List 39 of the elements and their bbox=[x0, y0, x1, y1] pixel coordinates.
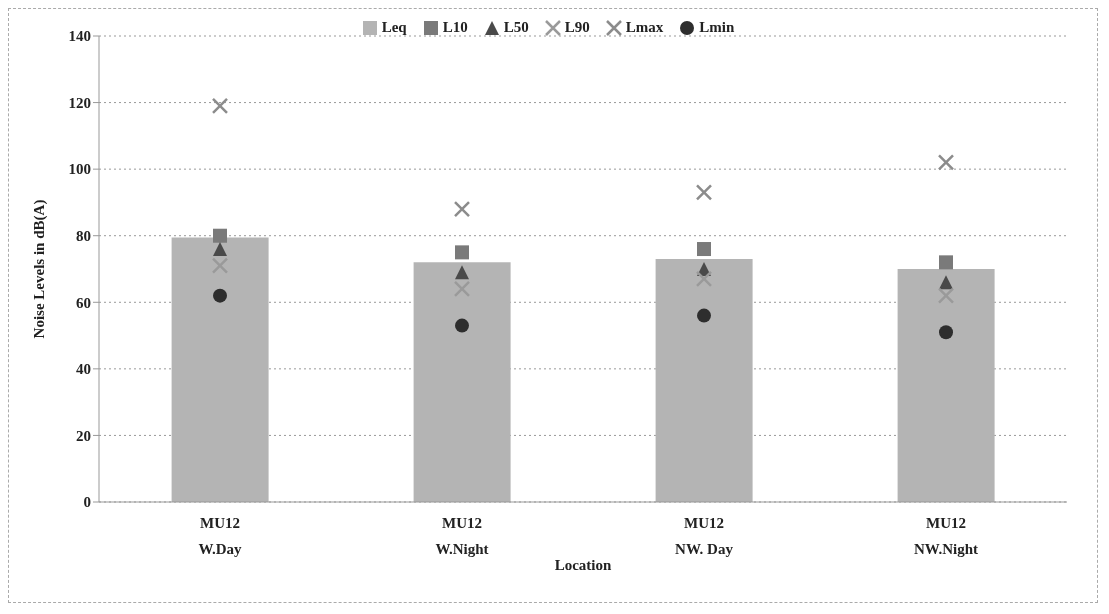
point bbox=[695, 270, 713, 288]
point bbox=[697, 242, 711, 257]
point bbox=[211, 97, 229, 115]
point bbox=[455, 318, 469, 333]
y-axis-title: Noise Levels in dB(A) bbox=[31, 199, 49, 339]
y-tick-label: 100 bbox=[68, 161, 91, 178]
point bbox=[455, 245, 469, 260]
y-tick-label: 20 bbox=[76, 427, 91, 444]
point bbox=[939, 325, 953, 340]
point bbox=[213, 228, 227, 243]
point bbox=[939, 275, 953, 290]
point bbox=[213, 242, 227, 257]
y-tick-label: 140 bbox=[68, 28, 91, 45]
x-axis-title: Location bbox=[554, 557, 612, 573]
y-tick-label: 120 bbox=[68, 94, 91, 111]
x-tick-label: MU12 NW.Night bbox=[913, 515, 979, 557]
point bbox=[695, 184, 713, 201]
y-tick-label: 0 bbox=[83, 494, 91, 511]
point bbox=[211, 257, 229, 274]
point bbox=[939, 255, 953, 270]
point bbox=[455, 265, 469, 280]
legend-label: L90 bbox=[564, 19, 590, 36]
point bbox=[697, 308, 711, 323]
point bbox=[937, 287, 955, 304]
point bbox=[453, 280, 471, 298]
x-tick-label: MU12 W.Night bbox=[435, 515, 489, 557]
legend-label: Lmin bbox=[699, 19, 735, 36]
legend-label: Lmax bbox=[625, 19, 664, 36]
y-tick-label: 60 bbox=[76, 294, 91, 311]
x-tick-label: MU12 W.Day bbox=[198, 515, 243, 557]
point bbox=[937, 154, 955, 171]
y-tick-label: 40 bbox=[76, 361, 91, 378]
legend-label: L50 bbox=[503, 19, 529, 36]
legend-label: Leq bbox=[381, 19, 407, 36]
point bbox=[213, 288, 227, 303]
point bbox=[453, 200, 471, 218]
x-tick-label: MU12 NW. Day bbox=[675, 515, 734, 557]
y-tick-label: 80 bbox=[76, 228, 91, 245]
legend-label: L10 bbox=[442, 19, 468, 36]
